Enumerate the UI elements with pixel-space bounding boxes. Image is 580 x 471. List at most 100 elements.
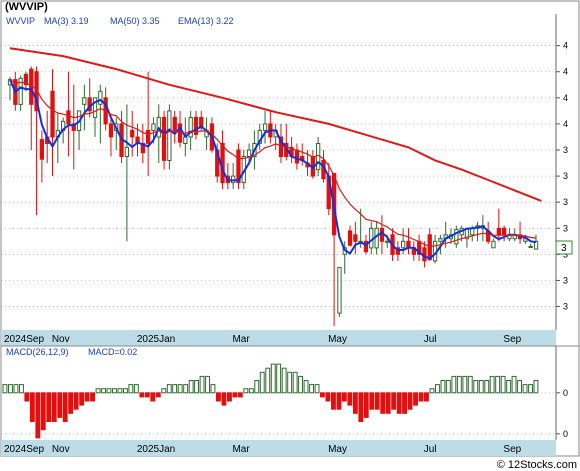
- macd-bar-up: [451, 375, 457, 394]
- macd-bar-up: [276, 363, 282, 394]
- macd-bar-up: [101, 388, 106, 394]
- macd-bar-down: [396, 392, 402, 414]
- price-tick-label: 3: [563, 302, 568, 312]
- macd-bar-up: [473, 380, 479, 394]
- price-tick-label: 4: [563, 41, 568, 51]
- macd-bar-down: [29, 392, 35, 422]
- macd-bar-up: [265, 367, 271, 394]
- candle-up: [454, 229, 459, 245]
- macd-bar-up: [506, 380, 512, 394]
- macd-bar-down: [320, 392, 325, 398]
- x-tick-label: 2025Jan: [137, 334, 175, 345]
- macd-bar-up: [13, 384, 19, 394]
- legend-symbol: WVVIP: [6, 16, 35, 26]
- macd-bar-up: [495, 375, 501, 394]
- ma3-line: [9, 79, 537, 260]
- macd-bar-down: [369, 392, 375, 410]
- x-tick-label: May: [328, 334, 347, 345]
- price-tick-label: 3: [563, 275, 568, 285]
- macd-bar-up: [435, 384, 440, 394]
- macd-bar-up: [467, 375, 473, 394]
- macd-bar-down: [352, 392, 358, 414]
- legend-ma50: MA(50) 3.35: [110, 16, 160, 26]
- price-panel: [0, 0, 580, 347]
- macd-bar-up: [2, 384, 8, 394]
- macd-bar-up: [254, 380, 260, 394]
- macd-bar-up: [106, 388, 112, 394]
- macd-bar-down: [232, 392, 238, 398]
- candle-down: [496, 227, 502, 236]
- candle-down: [395, 247, 401, 255]
- macd-bar-up: [243, 388, 249, 394]
- macd-legend-params: MACD(26,12,9): [6, 347, 69, 357]
- x-tick-label: 2024Sep: [4, 334, 44, 345]
- macd-bar-down: [336, 392, 342, 410]
- macd-bar-down: [325, 392, 331, 402]
- macd-bar-up: [194, 380, 200, 394]
- macd-bar-up: [133, 384, 139, 394]
- price-tick-label: 3: [563, 145, 568, 155]
- macd-bar-down: [402, 392, 408, 414]
- candle-down: [363, 240, 369, 253]
- macd-bar-down: [385, 392, 391, 414]
- macd-bar-down: [221, 392, 227, 406]
- macd-bar-up: [95, 388, 101, 394]
- x-tick-label: 2024Sep: [4, 444, 44, 455]
- candle-up: [438, 238, 443, 242]
- macd-bar-up: [205, 375, 211, 394]
- x-axis-bar-bottom: [1, 440, 556, 456]
- macd-bar-up: [199, 375, 205, 394]
- candle-up: [98, 90, 103, 105]
- macd-bar-up: [522, 384, 528, 394]
- candle-up: [337, 266, 342, 314]
- macd-bar-up: [8, 384, 13, 394]
- candle-up: [401, 240, 406, 249]
- ma50-line: [9, 47, 542, 202]
- macd-panel: [0, 345, 580, 457]
- candle-up: [167, 110, 172, 161]
- macd-bar-down: [144, 392, 150, 398]
- price-tick-label: 3: [563, 171, 568, 181]
- macd-bar-up: [298, 375, 304, 394]
- macd-bar-up: [517, 380, 522, 394]
- macd-tick-label: 0: [563, 429, 568, 439]
- x-tick-label: Mar: [232, 334, 250, 345]
- legend-ma3: MA(3) 3.19: [44, 16, 89, 26]
- macd-bar-down: [62, 392, 68, 422]
- candle-down: [353, 234, 358, 242]
- macd-bar-down: [155, 392, 161, 398]
- macd-bar-up: [528, 384, 533, 394]
- candle-down: [427, 234, 432, 261]
- macd-bar-up: [210, 384, 216, 394]
- candle-down: [172, 116, 177, 131]
- candle-up: [262, 123, 268, 131]
- candle-up: [369, 227, 374, 249]
- macd-bar-up: [112, 388, 117, 394]
- price-tick-label: 3: [563, 197, 568, 207]
- x-tick-label: Mar: [232, 444, 250, 455]
- legend-ema13: EMA(13) 3.22: [178, 16, 234, 26]
- macd-bar-up: [123, 388, 128, 394]
- x-tick-label: Nov: [52, 334, 70, 345]
- macd-bar-down: [358, 392, 364, 422]
- candle-down: [66, 110, 71, 125]
- price-tick-label: 4: [563, 119, 568, 129]
- candle-down: [50, 90, 55, 138]
- macd-bar-down: [341, 392, 347, 402]
- macd-bar-up: [128, 384, 134, 394]
- x-tick-label: Sep: [503, 444, 521, 455]
- macd-bar-down: [139, 392, 145, 398]
- x-tick-label: 2025Jan: [137, 444, 175, 455]
- macd-bar-down: [40, 392, 46, 431]
- macd-bar-up: [462, 375, 468, 394]
- macd-bar-down: [227, 392, 232, 402]
- candle-down: [146, 129, 151, 144]
- macd-bar-down: [24, 392, 30, 402]
- candle-down: [422, 247, 427, 262]
- macd-bar-up: [117, 388, 123, 394]
- macd-bar-down: [90, 392, 95, 402]
- macd-bar-up: [287, 371, 293, 394]
- macd-bar-up: [188, 380, 194, 394]
- candle-down: [108, 123, 114, 138]
